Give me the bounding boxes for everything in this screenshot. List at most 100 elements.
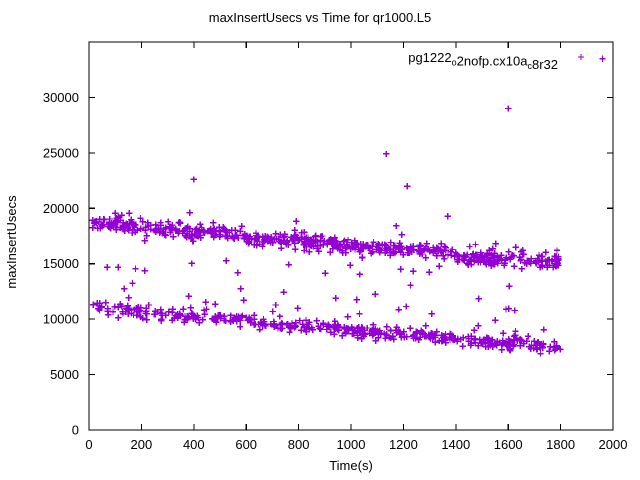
data-point-plus-marker xyxy=(344,241,351,249)
data-point-plus-marker xyxy=(423,240,431,247)
data-point-plus-marker xyxy=(500,261,508,269)
data-point-outlier-marker xyxy=(599,55,606,62)
data-point-plus-marker xyxy=(225,229,233,236)
data-point-plus-marker xyxy=(433,328,440,335)
data-point-plus-marker xyxy=(422,244,429,252)
data-point-plus-marker xyxy=(372,337,379,345)
data-point-plus-marker xyxy=(220,313,228,320)
data-point-plus-marker xyxy=(426,247,433,254)
data-point-plus-marker xyxy=(176,312,183,319)
data-point-plus-marker xyxy=(435,263,443,270)
x-axis-title: Time(s) xyxy=(329,458,373,473)
data-point-plus-marker xyxy=(442,247,450,254)
data-point-plus-marker xyxy=(339,249,346,256)
data-point-outlier-marker xyxy=(404,182,411,190)
data-point-plus-marker xyxy=(442,331,449,338)
data-point-plus-marker xyxy=(304,321,311,328)
x-tick-label: 2000 xyxy=(599,437,628,452)
data-point-plus-marker xyxy=(422,254,430,262)
data-point-plus-marker xyxy=(534,339,542,346)
data-point-plus-marker xyxy=(344,313,351,320)
x-tick-label: 800 xyxy=(288,437,310,452)
data-point-plus-marker xyxy=(359,254,366,261)
data-point-plus-marker xyxy=(298,327,305,334)
data-point-plus-marker xyxy=(349,330,356,338)
data-point-plus-marker xyxy=(326,237,333,244)
data-point-plus-marker xyxy=(121,285,128,292)
data-point-plus-marker xyxy=(471,339,479,346)
data-point-plus-marker xyxy=(407,282,414,289)
data-point-plus-marker xyxy=(364,324,371,332)
data-point-plus-marker xyxy=(90,301,97,308)
data-point-plus-marker xyxy=(552,258,559,265)
data-point-plus-marker xyxy=(164,218,172,225)
data-point-plus-marker xyxy=(154,308,161,316)
data-point-plus-marker xyxy=(175,230,182,237)
data-point-plus-marker xyxy=(239,312,246,319)
data-point-plus-marker xyxy=(407,244,414,252)
data-point-plus-marker xyxy=(99,221,106,229)
y-tick-label: 0 xyxy=(72,423,79,438)
data-point-plus-marker xyxy=(440,255,448,262)
data-point-plus-marker xyxy=(291,227,298,234)
data-point-plus-marker xyxy=(524,333,532,340)
data-point-plus-marker xyxy=(464,261,472,268)
data-point-plus-marker xyxy=(320,241,327,248)
data-point-plus-marker xyxy=(530,337,538,345)
data-point-plus-marker xyxy=(540,326,547,333)
data-point-plus-marker xyxy=(216,312,224,319)
data-point-plus-marker xyxy=(292,319,299,326)
data-point-plus-marker xyxy=(305,248,313,256)
data-point-plus-marker xyxy=(437,247,444,254)
data-point-plus-marker xyxy=(118,302,125,310)
data-point-plus-marker xyxy=(326,249,334,256)
data-point-plus-marker xyxy=(272,230,279,237)
data-point-plus-marker xyxy=(184,223,191,230)
data-point-plus-marker xyxy=(362,242,370,249)
data-point-plus-marker xyxy=(114,304,122,311)
data-point-plus-marker xyxy=(271,323,278,330)
data-point-plus-marker xyxy=(105,311,112,319)
data-point-plus-marker xyxy=(129,279,136,287)
data-point-plus-marker xyxy=(222,257,230,264)
data-point-plus-marker xyxy=(506,283,513,290)
data-point-plus-marker xyxy=(314,238,321,245)
data-point-plus-marker xyxy=(233,317,241,325)
data-point-plus-marker xyxy=(201,311,209,318)
data-point-plus-marker xyxy=(188,309,195,317)
y-axis-ticks: 0 5000 10000 15000 20000 25000 30000 xyxy=(43,90,613,438)
data-point-plus-marker xyxy=(202,299,209,306)
data-point-plus-marker xyxy=(512,328,519,335)
data-point-plus-marker xyxy=(229,233,236,240)
data-point-plus-marker xyxy=(354,332,362,339)
data-point-plus-marker xyxy=(287,323,294,330)
data-point-plus-marker xyxy=(372,290,379,298)
data-point-plus-marker xyxy=(315,322,322,330)
data-point-plus-marker xyxy=(256,326,263,333)
data-point-plus-marker xyxy=(221,226,229,234)
data-point-plus-marker xyxy=(191,231,198,238)
data-point-plus-marker xyxy=(301,247,308,254)
data-point-plus-marker xyxy=(454,335,461,342)
data-point-plus-marker xyxy=(552,343,560,350)
data-point-plus-marker xyxy=(397,266,404,273)
data-point-plus-marker xyxy=(374,244,382,251)
legend-subscript: o xyxy=(452,58,457,68)
data-point-plus-marker xyxy=(280,288,288,296)
data-point-plus-marker xyxy=(473,251,481,258)
data-point-plus-marker xyxy=(382,249,389,256)
data-point-plus-marker xyxy=(269,239,276,247)
data-point-plus-marker xyxy=(460,256,467,263)
data-point-plus-marker xyxy=(312,233,319,241)
data-point-plus-marker xyxy=(326,323,333,331)
data-point-plus-marker xyxy=(143,310,151,317)
data-point-plus-marker xyxy=(234,269,242,276)
data-point-plus-marker xyxy=(237,228,244,235)
data-point-plus-marker xyxy=(119,223,126,230)
data-point-plus-marker xyxy=(297,234,305,241)
data-point-plus-marker xyxy=(547,343,554,350)
data-point-plus-marker xyxy=(506,346,513,353)
data-point-plus-marker xyxy=(157,219,164,226)
data-point-plus-marker xyxy=(189,237,197,245)
data-point-plus-marker xyxy=(527,260,535,267)
